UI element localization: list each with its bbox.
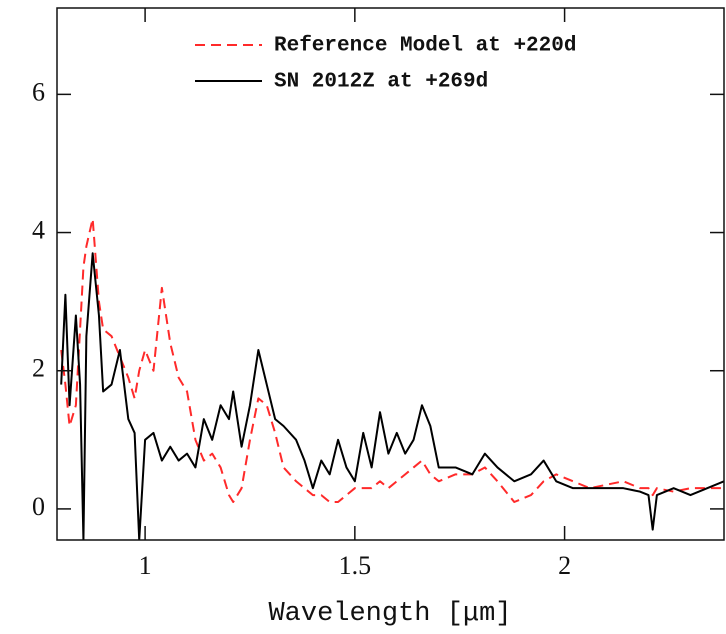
axes-frame [56, 7, 725, 541]
legend-label: Reference Model at +220d [274, 35, 576, 58]
x-tick-label: 1.5 [339, 551, 372, 580]
legend-label: SN 2012Z at +269d [274, 71, 488, 94]
series-line [60, 252, 724, 540]
x-tick-label: 1 [139, 551, 152, 580]
series-line [60, 217, 724, 503]
y-tick-label: 2 [32, 354, 45, 383]
y-tick-label: 0 [32, 492, 45, 521]
x-tick-label: 2 [558, 551, 571, 580]
y-tick-label: 4 [32, 216, 45, 245]
x-axis-label: Wavelength [μm] [268, 599, 511, 629]
plot-area [60, 217, 724, 540]
y-tick-label: 6 [32, 77, 45, 106]
